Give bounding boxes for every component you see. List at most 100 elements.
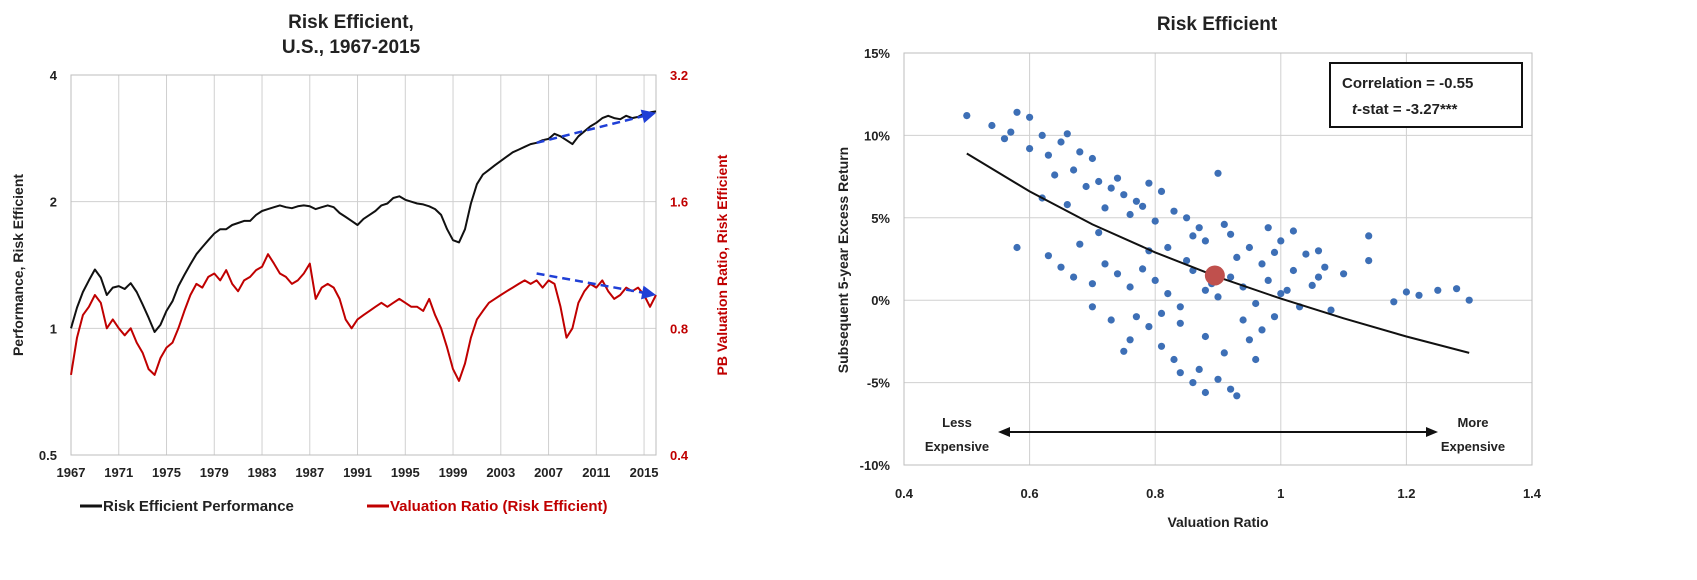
scatter-point [1126,283,1134,291]
scatter-point [1252,299,1260,308]
chart1-y2-tick-3.2: 3.2 [670,68,688,83]
chart2-y-axis-label: Subsequent 5-year Excess Return [835,147,851,373]
chart1-x-tick-2003: 2003 [486,465,515,480]
expensiveness-arrow: Less Expensive More Expensive [925,415,1505,454]
chart1-right-axis-label: PB Valuation Ratio, Risk Efficient [714,154,730,375]
scatter-point [1038,194,1046,202]
chart1-y-tick-2: 2 [50,195,57,210]
chart1-title-line1: Risk Efficient, [288,12,414,33]
scatter-point [1063,130,1071,138]
chart2-x-axis-label: Valuation Ratio [1167,514,1268,530]
scatter-point [1170,207,1178,215]
scatter-point [1151,276,1159,284]
scatter-point [1189,379,1197,387]
chart2-x-tick-0: 0.4 [895,486,914,501]
chart1-x-tick-1979: 1979 [200,465,229,480]
tstat-italic: t [1352,101,1358,118]
scatter-point [1289,227,1297,235]
chart1-left-axis-label: Performance, Risk Efficient [10,174,26,356]
scatter-point [1201,388,1209,397]
less-label: Less [942,415,972,430]
arrow-right-head [1426,427,1438,437]
chart2-title: Risk Efficient [1157,14,1278,35]
chart1-x-tick-2011: 2011 [582,465,610,480]
scatter-point [1107,184,1115,192]
scatter-point [1314,273,1323,281]
scatter-point [1101,204,1109,212]
scatter-point [1132,197,1140,205]
chart1-y-tick-1: 1 [50,321,57,336]
scatter-point [1201,237,1209,245]
scatter-point [1233,392,1241,400]
chart1-x-tick-1991: 1991 [343,465,372,480]
scatter-point [1308,281,1316,289]
scatter-point [1176,319,1184,327]
chart1-x-tick-1967: 1967 [57,465,86,480]
scatter-point [1095,177,1103,186]
scatter-point [1415,291,1423,299]
scatter-point [1038,131,1046,139]
more-label: More [1457,415,1488,430]
current-valuation-point [1204,265,1225,286]
scatter-point [1434,286,1442,294]
scatter-point [1070,273,1078,281]
chart2-gridlines [903,52,1533,466]
scatter-point [1013,243,1021,252]
chart1-x-tick-1971: 1971 [104,465,133,480]
scatter-point [1057,138,1065,146]
scatter-point [1164,290,1172,298]
chart1-y-tick-0.5: 0.5 [39,448,57,463]
scatter-point [1214,375,1222,383]
fit-curve-line [966,152,1470,354]
scatter-point [1026,145,1034,153]
scatter-point [1088,154,1096,163]
chart2-x-tick-1: 0.6 [1021,486,1039,501]
scatter-point [1227,385,1235,393]
scatter-point [1390,298,1398,306]
chart2-y-tick-1: -5% [867,376,891,391]
scatter-point [1076,148,1084,156]
chart1-x-tick-1995: 1995 [391,465,420,480]
scatter-point [1113,270,1122,278]
scatter-point [1120,347,1128,355]
scatter-point [1220,220,1228,228]
scatter-point [1088,280,1096,288]
scatter-point [1453,285,1461,293]
legend-valuation-label: Valuation Ratio (Risk Efficient) [390,498,608,515]
scatter-point [1044,151,1052,159]
chart2-x-tick-2: 0.8 [1146,486,1164,501]
chart1-y2-tick-1.6: 1.6 [670,195,688,210]
scatter-point [1145,323,1153,331]
scatter-point [1151,217,1159,225]
scatter-point [1321,263,1329,271]
scatter-point [1063,201,1071,209]
performance-series [70,110,657,333]
tstat-value: -stat = -3.27*** [1357,101,1458,118]
chart1-legend: Risk Efficient Performance Valuation Rat… [80,498,608,515]
scatter-point [1183,214,1191,222]
scatter-point [1227,273,1235,281]
chart1-gridlines [70,74,656,456]
chart2-y-tick-4: 10% [864,128,890,143]
scatter-point [1189,232,1197,240]
scatter-point [1132,313,1140,321]
chart1-x-tick-1975: 1975 [152,465,181,480]
chart2-tick-labels: 0.4 0.6 0.8 1 1.2 1.4 -10% -5% 0% 5% 10% 15% [860,46,1542,501]
scatter-point [1302,250,1310,258]
trend-arrow-line-1 [536,272,649,295]
scatter-point [1126,336,1134,344]
chart1-x-tick-1999: 1999 [439,465,468,480]
trend-arrow-head-0 [640,109,656,124]
tstat-text: t-stat = -3.27*** [1352,101,1458,118]
scatter-point [963,112,971,120]
chart2-y-tick-5: 15% [864,46,890,61]
scatter-point [1107,316,1115,324]
scatter-point [1270,248,1279,256]
scatter-point [1157,309,1166,317]
scatter-point [1277,237,1285,245]
chart1-y2-tick-0.8: 0.8 [670,321,688,336]
legend-performance-label: Risk Efficient Performance [103,498,294,515]
chart1-tick-labels: 1967 1971 1975 1979 1983 1987 1991 1995 1999 2003… [39,68,689,480]
trend-arrow-head-1 [641,285,656,300]
scatter-point [1057,263,1065,271]
